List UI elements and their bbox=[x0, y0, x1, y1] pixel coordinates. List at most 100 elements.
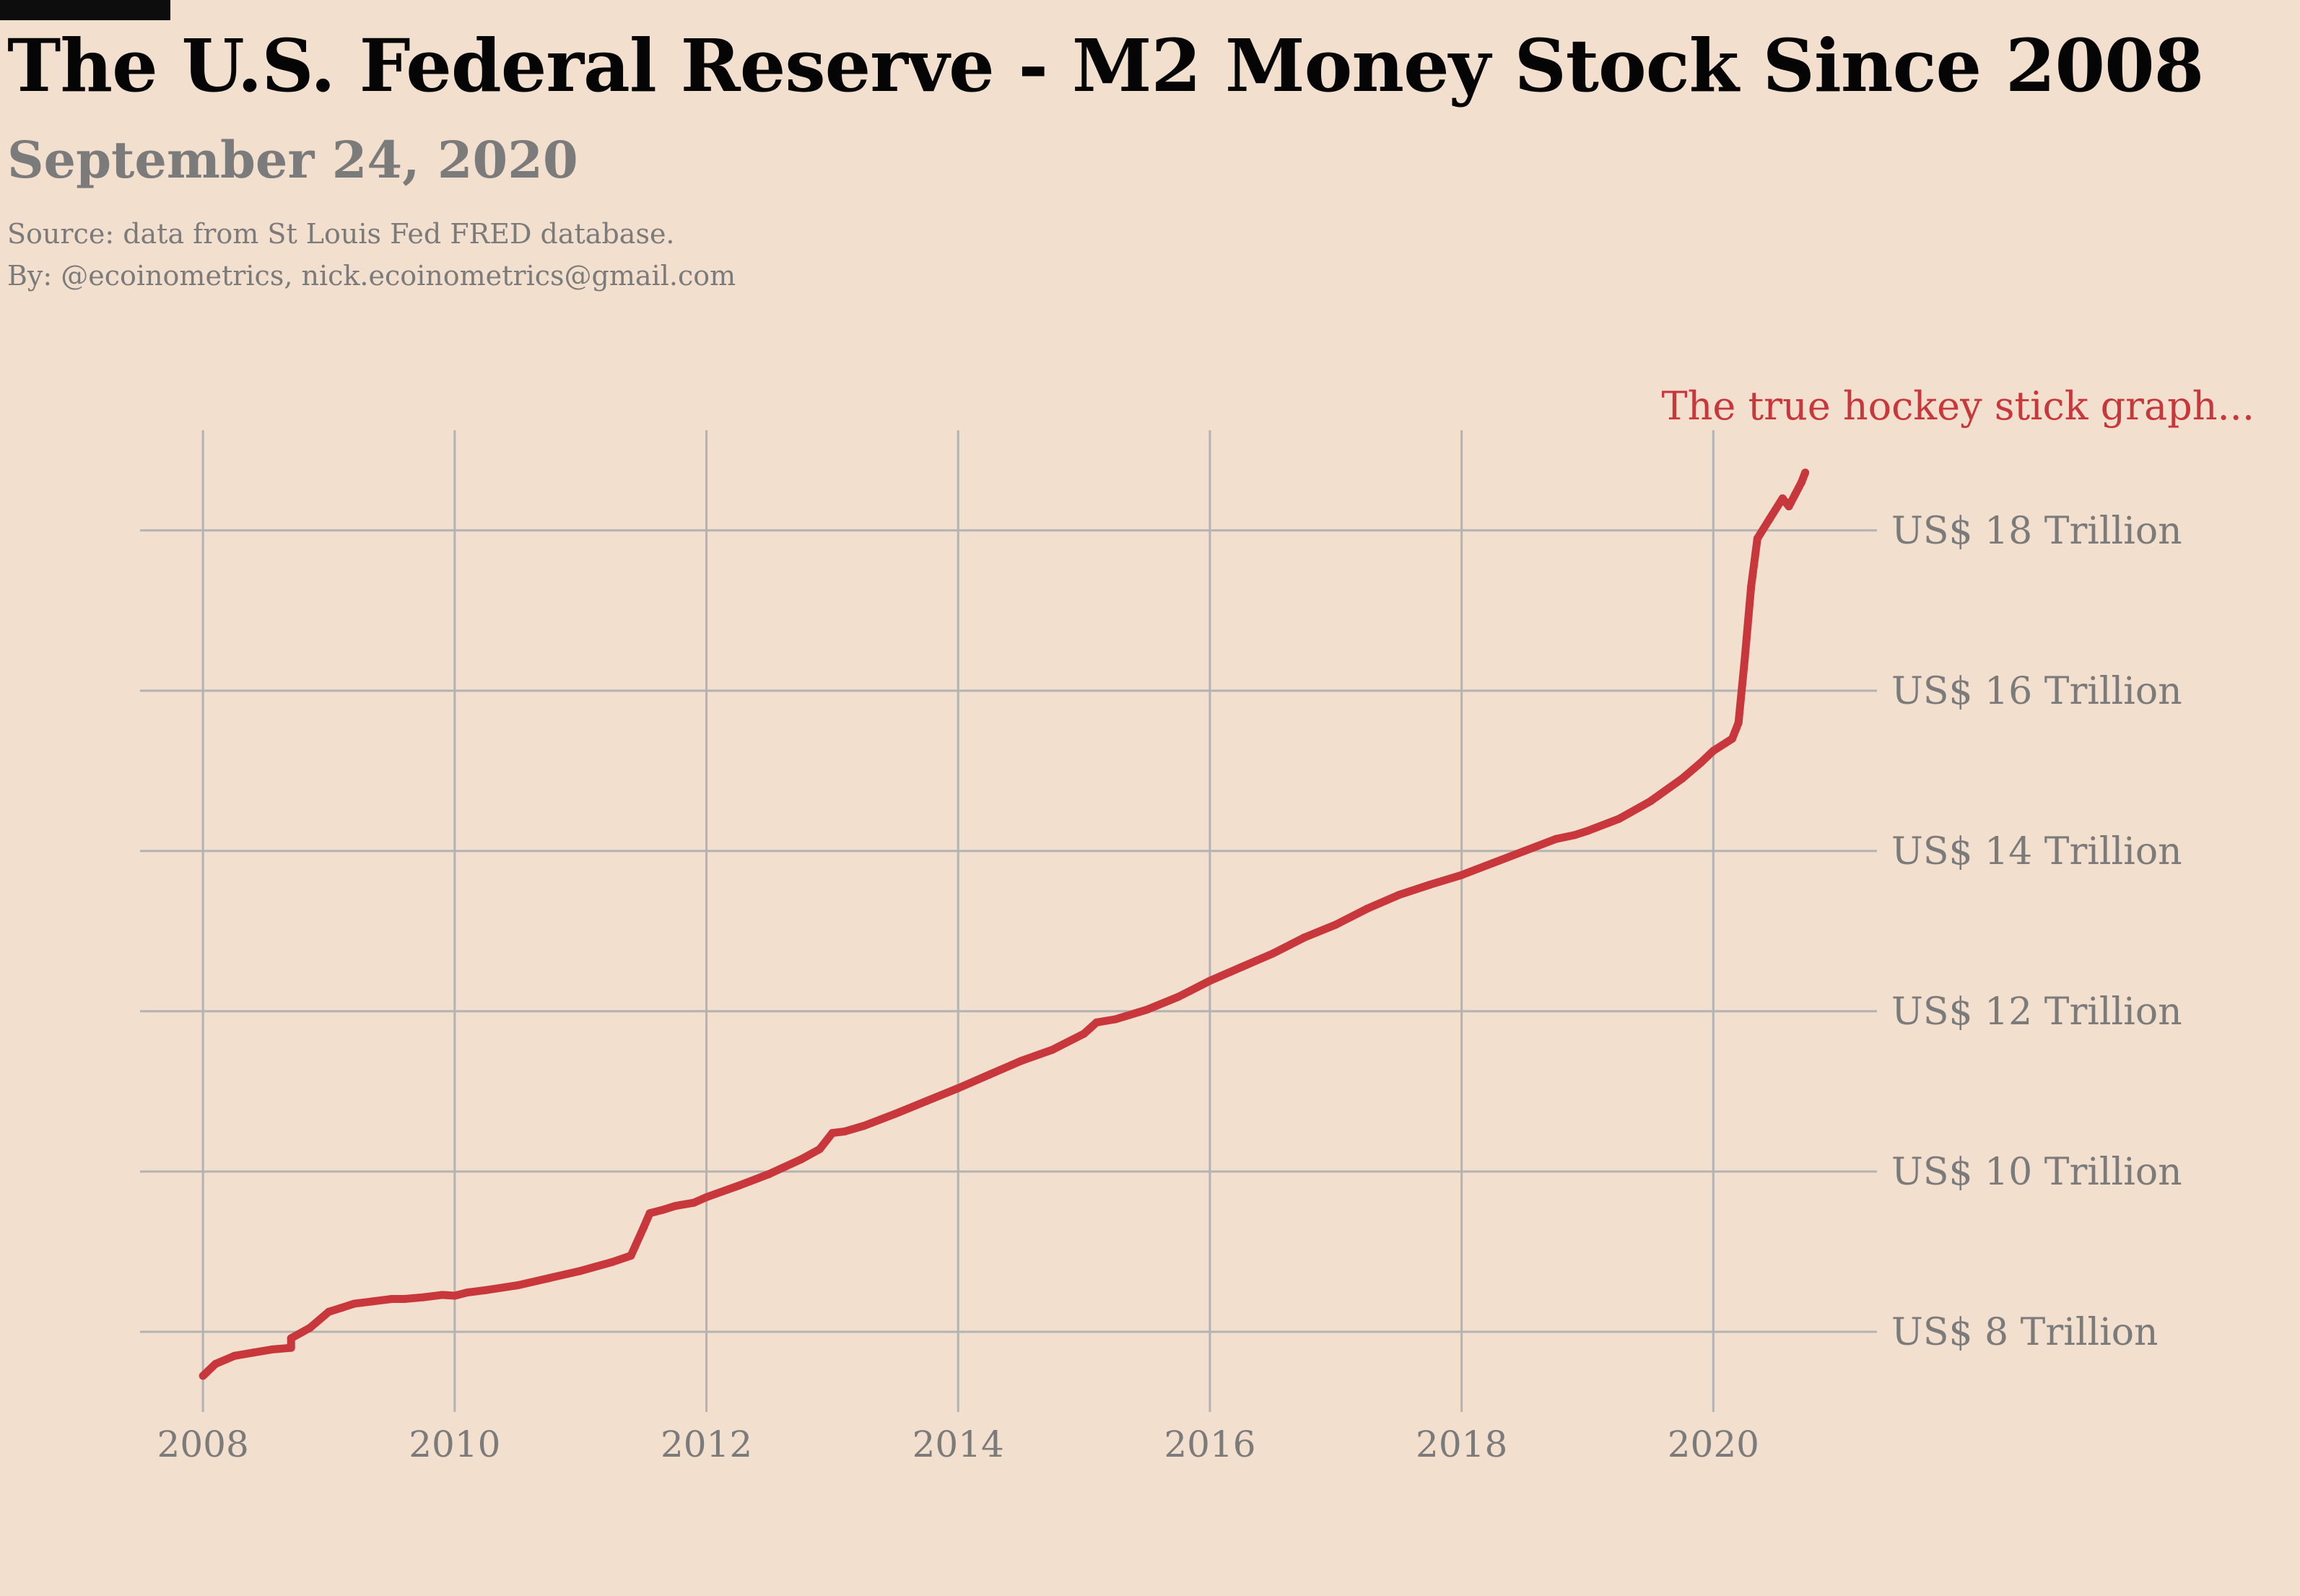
m2-data-point bbox=[840, 1127, 849, 1135]
m2-data-point bbox=[828, 1129, 837, 1138]
m2-data-point bbox=[1753, 534, 1761, 543]
m2-data-point bbox=[1778, 494, 1787, 502]
m2-data-point bbox=[923, 1096, 931, 1105]
y-tick-label: US$ 14 Trillion bbox=[1891, 830, 2182, 873]
top-accent-bar bbox=[0, 0, 170, 20]
m2-data-point bbox=[1678, 775, 1686, 783]
m2-data-point bbox=[796, 1155, 805, 1164]
m2-data-point bbox=[369, 1297, 377, 1306]
m2-data-point bbox=[1551, 834, 1560, 843]
chart-title: The U.S. Federal Reserve - M2 Money Stoc… bbox=[7, 23, 2204, 108]
m2-data-point bbox=[437, 1291, 446, 1299]
chart-date: September 24, 2020 bbox=[7, 130, 578, 190]
m2-data-point bbox=[645, 1209, 654, 1218]
m2-data-point bbox=[1615, 814, 1624, 823]
x-tick-label: 2008 bbox=[157, 1423, 249, 1465]
m2-data-point bbox=[1797, 478, 1805, 487]
m2-data-point bbox=[658, 1205, 666, 1214]
m2-data-point bbox=[1734, 718, 1743, 727]
m2-data-point bbox=[1363, 904, 1372, 913]
m2-data-point bbox=[627, 1252, 635, 1260]
m2-data-point bbox=[576, 1267, 585, 1276]
m2-data-point bbox=[733, 1182, 742, 1190]
m2-data-point bbox=[463, 1288, 471, 1297]
m2-data-point bbox=[765, 1169, 774, 1178]
m2-data-point bbox=[702, 1193, 711, 1201]
m2-data-point bbox=[1237, 963, 1245, 972]
m2-data-point bbox=[1722, 738, 1730, 747]
m2-data-point bbox=[1016, 1057, 1025, 1065]
m2-data-point bbox=[230, 1351, 239, 1360]
m2-data-point bbox=[337, 1304, 346, 1312]
m2-data-point bbox=[1458, 871, 1466, 879]
tick-labels: 2008 2010 2012 2014 2016 2018 2020 US$ 8 Trilli… bbox=[157, 510, 2182, 1465]
m2-data-point bbox=[513, 1281, 522, 1290]
y-tick-label: US$ 10 Trillion bbox=[1891, 1151, 2182, 1194]
m2-data-point bbox=[1143, 1006, 1151, 1014]
m2-data-point bbox=[545, 1274, 554, 1283]
m2-data-point bbox=[1785, 502, 1793, 510]
chart-annotation: The true hockey stick graph... bbox=[1662, 383, 2255, 429]
x-tick-label: 2010 bbox=[409, 1423, 500, 1465]
m2-data-point bbox=[419, 1293, 427, 1301]
m2-data-point bbox=[985, 1070, 994, 1079]
m2-data-point bbox=[1709, 746, 1717, 755]
m2-data-point bbox=[891, 1109, 899, 1118]
grid-lines bbox=[140, 430, 1877, 1412]
m2-data-point bbox=[1395, 891, 1403, 899]
m2-data-point bbox=[1080, 1029, 1089, 1038]
m2-data-point bbox=[816, 1145, 824, 1154]
x-tick-label: 2016 bbox=[1164, 1423, 1255, 1465]
m2-data-point bbox=[400, 1295, 409, 1303]
m2-series-line bbox=[199, 468, 1810, 1380]
m2-data-point bbox=[1747, 583, 1756, 590]
y-tick-label: US$ 12 Trillion bbox=[1891, 990, 2182, 1034]
y-tick-label: US$ 16 Trillion bbox=[1891, 670, 2182, 713]
m2-data-point bbox=[639, 1224, 648, 1232]
source-note: Source: data from St Louis Fed FRED data… bbox=[7, 218, 675, 250]
m2-data-point bbox=[249, 1348, 258, 1357]
m2-data-point bbox=[268, 1345, 276, 1353]
x-tick-label: 2018 bbox=[1416, 1423, 1507, 1465]
m2-data-point bbox=[212, 1359, 220, 1368]
m2-data-point bbox=[1300, 933, 1309, 942]
m2-data-point bbox=[482, 1286, 490, 1294]
y-tick-label: US$ 18 Trillion bbox=[1891, 510, 2182, 553]
m2-data-point bbox=[1583, 827, 1592, 835]
m2-data-point bbox=[1174, 993, 1182, 1001]
x-tick-label: 2012 bbox=[661, 1423, 752, 1465]
m2-data-point bbox=[671, 1202, 679, 1211]
m2-data-point bbox=[1092, 1018, 1101, 1026]
m2-data-point bbox=[388, 1295, 396, 1303]
m2-data-point bbox=[325, 1307, 333, 1316]
x-tick-label: 2014 bbox=[912, 1423, 1004, 1465]
m2-data-point bbox=[954, 1084, 962, 1092]
m2-data-point bbox=[199, 1372, 207, 1380]
m2-data-point bbox=[1646, 797, 1655, 806]
m2-data-point bbox=[349, 1299, 358, 1308]
m2-data-point bbox=[287, 1343, 295, 1352]
y-tick-label: US$ 8 Trillion bbox=[1891, 1311, 2159, 1354]
m2-data-point bbox=[608, 1257, 617, 1266]
byline-note: By: @ecoinometrics, nick.ecoinometrics@g… bbox=[7, 260, 736, 292]
m2-data-point bbox=[1111, 1015, 1120, 1024]
m2-data-point bbox=[1728, 734, 1736, 743]
m2-data-point bbox=[860, 1122, 868, 1130]
m2-data-point bbox=[1766, 514, 1774, 523]
m2-data-point bbox=[1741, 654, 1749, 663]
m2-data-point bbox=[1268, 949, 1277, 958]
m2-data-point bbox=[1696, 759, 1705, 767]
m2-data-point bbox=[287, 1334, 295, 1343]
m2-data-point bbox=[1426, 881, 1434, 889]
m2-data-point bbox=[450, 1291, 459, 1300]
m2-data-point bbox=[1791, 490, 1800, 499]
m2-data-point bbox=[1520, 847, 1529, 855]
m2-data-point bbox=[689, 1198, 698, 1207]
m2-data-point bbox=[1489, 859, 1497, 867]
m2-data-point bbox=[1801, 468, 1810, 477]
m2-data-point bbox=[305, 1323, 314, 1332]
m2-data-point bbox=[1331, 920, 1340, 929]
m2-data-point bbox=[1048, 1045, 1057, 1054]
x-tick-label: 2020 bbox=[1668, 1423, 1759, 1465]
